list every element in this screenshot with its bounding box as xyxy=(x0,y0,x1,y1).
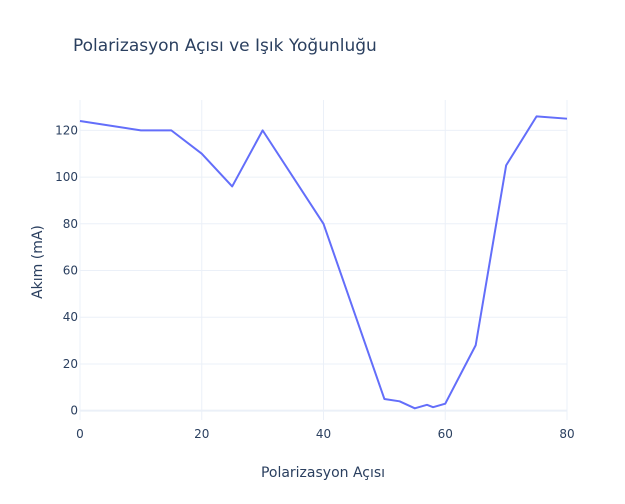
y-tick-label: 40 xyxy=(63,310,78,324)
y-tick-label: 100 xyxy=(55,170,78,184)
x-tick-label: 20 xyxy=(194,427,209,441)
y-tick-label: 80 xyxy=(63,217,78,231)
series-line xyxy=(79,115,568,410)
x-axis-title: Polarizasyon Açısı xyxy=(261,465,385,481)
grid-lines xyxy=(79,100,568,420)
tick-labels: 0 20 40 60 80 0 20 40 60 80 100 120 xyxy=(55,123,575,441)
y-axis-title: Akım (mA) xyxy=(30,225,46,299)
x-tick-label: 40 xyxy=(316,427,331,441)
chart-title: Polarizasyon Açısı ve Işık Yoğunluğu xyxy=(73,36,377,56)
x-tick-label: 0 xyxy=(76,427,84,441)
y-tick-label: 20 xyxy=(63,357,78,371)
y-tick-label: 120 xyxy=(55,123,78,137)
y-tick-label: 0 xyxy=(70,404,78,418)
x-tick-label: 80 xyxy=(559,427,574,441)
y-tick-label: 60 xyxy=(63,264,78,278)
x-tick-label: 60 xyxy=(438,427,453,441)
